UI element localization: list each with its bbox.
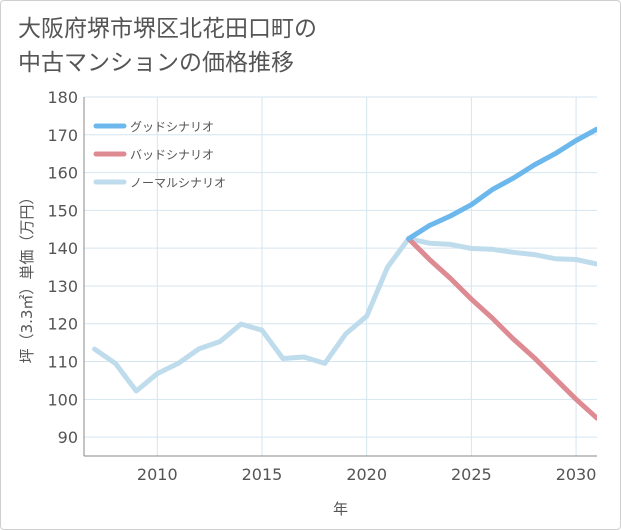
y-axis-title: 坪（3.3㎡）単価（万円） (18, 190, 36, 364)
y-tick-label: 160 (47, 164, 78, 183)
y-tick-label: 150 (47, 201, 78, 220)
y-tick-label: 140 (47, 239, 78, 258)
grid-lines (84, 96, 597, 456)
y-tick-label: 130 (47, 277, 78, 296)
x-tick-label: 2015 (242, 465, 283, 484)
chart-title-line-1: 大阪府堺市堺区北花田口町の (18, 16, 317, 42)
y-tick-label: 90 (58, 428, 78, 447)
legend-label-0: グッドシナリオ (130, 120, 214, 134)
y-tick-label: 120 (47, 315, 78, 334)
y-tick-label: 180 (47, 88, 78, 107)
x-tick-label: 2010 (137, 465, 178, 484)
x-tick-label: 2020 (346, 465, 387, 484)
x-axis-ticks: 2010 2015 2020 2025 2030 (137, 465, 596, 484)
y-tick-label: 100 (47, 390, 78, 409)
x-tick-label: 2030 (556, 465, 597, 484)
legend-label-2: ノーマルシナリオ (130, 176, 226, 190)
y-tick-label: 170 (47, 126, 78, 145)
x-axis-title: 年 (333, 500, 348, 518)
chart-title-line-2: 中古マンションの価格推移 (18, 50, 294, 76)
series-line-2 (92, 236, 597, 394)
series-line-1 (406, 236, 597, 421)
series-lines (92, 126, 597, 421)
y-axis-ticks: 90 100 110 120 130 140 150 160 170 180 (47, 88, 78, 447)
series-line-0 (406, 126, 597, 242)
legend-label-1: バッドシナリオ (130, 148, 214, 162)
plot-area (84, 97, 597, 456)
y-tick-label: 110 (47, 353, 78, 372)
axes (83, 97, 597, 457)
chart-title: 大阪府堺市堺区北花田口町の 中古マンションの価格推移 (18, 12, 498, 80)
x-tick-label: 2025 (451, 465, 492, 484)
